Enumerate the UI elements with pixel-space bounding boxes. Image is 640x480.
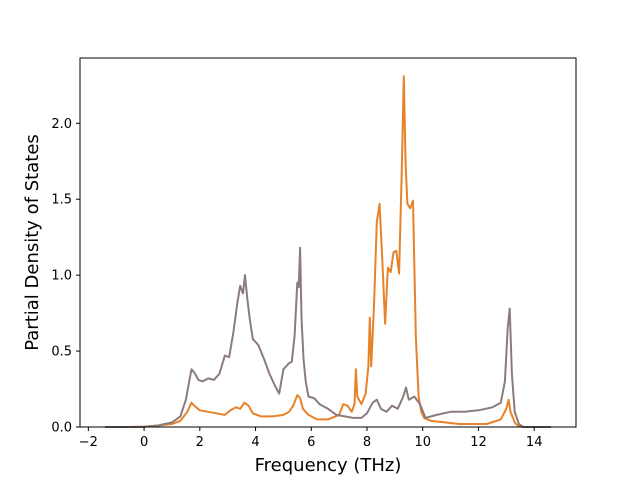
y-axis-label: Partial Density of States: [22, 134, 43, 351]
series-line-1: [105, 75, 551, 428]
x-tick-label: 14: [526, 435, 543, 450]
y-tick-label: 1.0: [51, 269, 72, 284]
series-line-2: [105, 246, 551, 428]
x-tick-label: 10: [414, 435, 431, 450]
y-tick-label: 0.5: [51, 345, 72, 360]
x-tick-label: 6: [307, 435, 315, 450]
x-tick-label: 12: [470, 435, 487, 450]
x-axis-label: Frequency (THz): [255, 455, 402, 476]
x-tick-label: 4: [251, 435, 259, 450]
x-tick-label: 8: [363, 435, 371, 450]
x-axis-ticks: −2 0 2 4 6 8 10 12 14: [79, 427, 543, 450]
plot-area: [105, 75, 551, 428]
y-axis-ticks: 0.0 0.5 1.0 1.5 2.0: [51, 117, 80, 436]
y-tick-label: 1.5: [51, 193, 72, 208]
x-tick-label: 2: [196, 435, 204, 450]
x-tick-label: −2: [79, 435, 98, 450]
x-tick-label: 0: [140, 435, 148, 450]
y-tick-label: 0.0: [51, 421, 72, 436]
y-tick-label: 2.0: [51, 117, 72, 132]
plot-frame: [79, 57, 577, 428]
